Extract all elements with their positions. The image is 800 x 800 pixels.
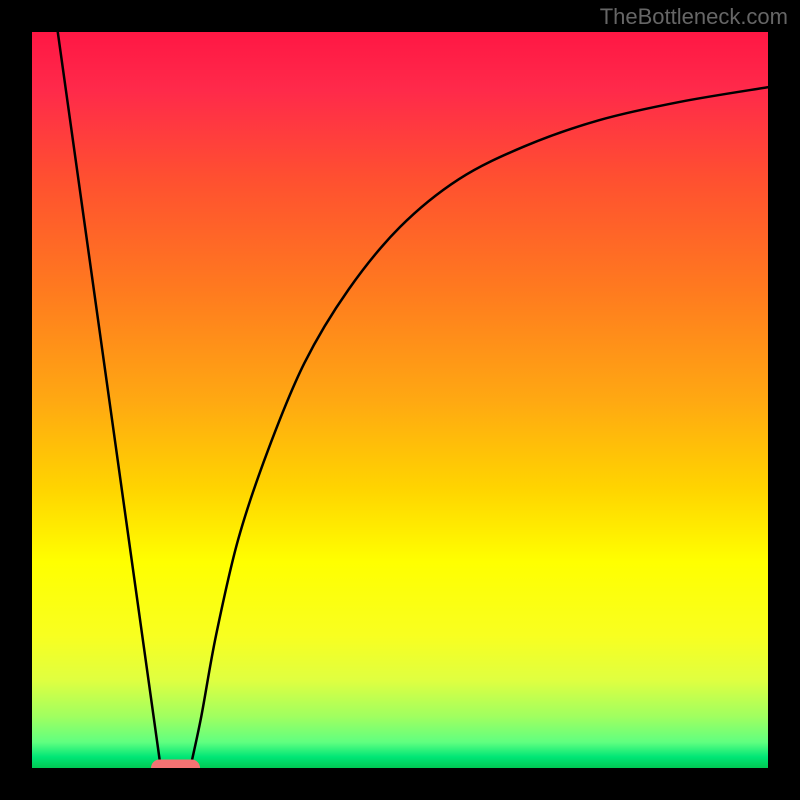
plot-background bbox=[32, 32, 768, 768]
chart-container: { "attribution": { "text": "TheBottlenec… bbox=[0, 0, 800, 800]
bottleneck-chart: TheBottleneck.com bbox=[0, 0, 800, 800]
attribution-label: TheBottleneck.com bbox=[600, 4, 788, 29]
